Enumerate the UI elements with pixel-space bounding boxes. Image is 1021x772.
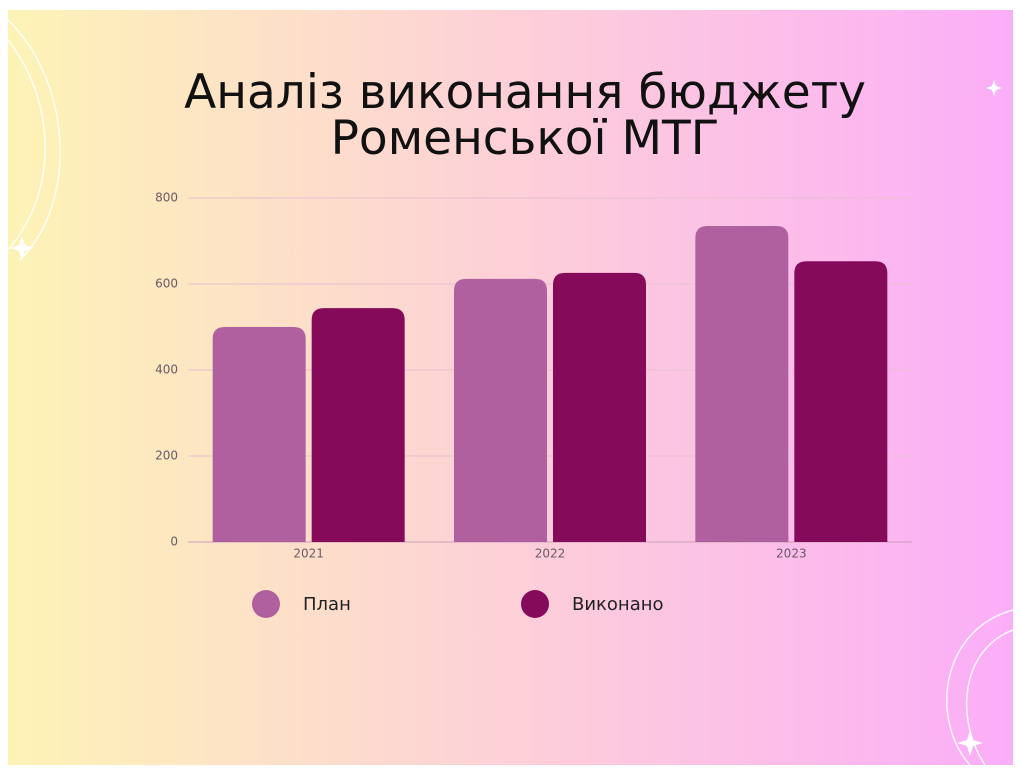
bar (213, 327, 306, 542)
bar (312, 308, 405, 542)
bar (553, 273, 646, 542)
bar (695, 226, 788, 542)
legend-marker (521, 590, 549, 618)
y-tick-label: 0 (170, 535, 178, 549)
legend-marker (252, 590, 280, 618)
y-tick-label: 200 (155, 449, 178, 463)
y-tick-label: 400 (155, 363, 178, 377)
x-tick-label: 2022 (535, 547, 566, 561)
page: Аналіз виконання бюджетуРоменської МТГ 0… (0, 0, 1021, 772)
x-tick-label: 2023 (776, 547, 807, 561)
bar (454, 279, 547, 542)
legend-label: План (303, 594, 351, 615)
x-tick-label: 2021 (293, 547, 324, 561)
chart: Аналіз виконання бюджетуРоменської МТГ 0… (0, 0, 1021, 772)
legend-label: Виконано (572, 594, 664, 615)
y-tick-label: 800 (155, 191, 178, 205)
y-tick-label: 600 (155, 277, 178, 291)
bar (794, 261, 887, 542)
